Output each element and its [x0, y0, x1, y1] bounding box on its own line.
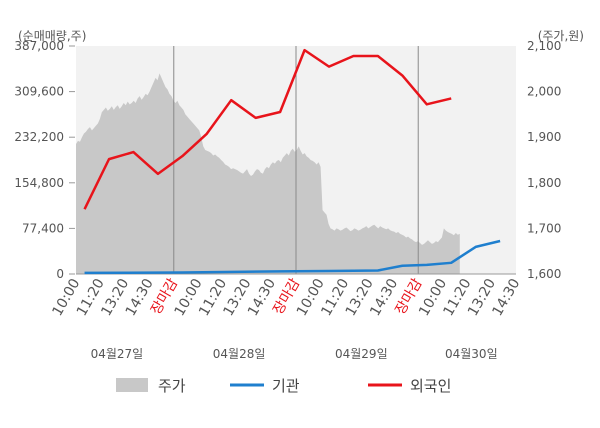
price-area-layer [76, 73, 460, 274]
left-tick-label: 0 [56, 267, 64, 281]
legend-label: 주가 [158, 377, 186, 395]
legend-swatch-price [116, 378, 148, 392]
date-label: 04월28일 [213, 347, 266, 361]
session-dividers [76, 46, 516, 275]
date-labels: 04월27일 04월28일 04월29일 04월30일 [91, 347, 498, 361]
left-tick-label: 309,600 [14, 85, 64, 99]
left-tick-label: 232,200 [14, 130, 64, 144]
foreign-line [83, 48, 452, 210]
net-trading-lines [83, 48, 501, 275]
date-label: 04월30일 [445, 347, 498, 361]
left-unit-label: (순매매량,주) [18, 29, 86, 43]
legend-label: 기관 [272, 377, 300, 395]
legend: 주가 기관 외국인 [116, 377, 451, 395]
left-tick-label: 387,000 [14, 39, 64, 53]
legend-label: 외국인 [410, 377, 451, 395]
right-tick-label: 1,700 [527, 221, 561, 235]
right-tick-label: 1,600 [527, 267, 561, 281]
right-axis: 1,600 1,700 1,800 1,900 2,000 2,100 [527, 39, 561, 281]
x-axis: 10:0011:2013:2014:30장마감10:0011:2013:2014… [49, 276, 523, 319]
left-tick-label: 77,400 [22, 221, 64, 235]
right-unit-label: (주가,원) [538, 29, 584, 43]
price-area [76, 73, 460, 274]
right-tick-label: 2,000 [527, 85, 561, 99]
left-tick-label: 154,800 [14, 176, 64, 190]
right-tick-label: 2,100 [527, 39, 561, 53]
left-axis: 0 77,400 154,800 232,200 309,600 387,000 [14, 39, 75, 281]
institution-line [84, 239, 501, 275]
date-label: 04월27일 [91, 347, 144, 361]
date-label: 04월29일 [335, 347, 388, 361]
right-tick-label: 1,800 [527, 176, 561, 190]
right-tick-label: 1,900 [527, 130, 561, 144]
